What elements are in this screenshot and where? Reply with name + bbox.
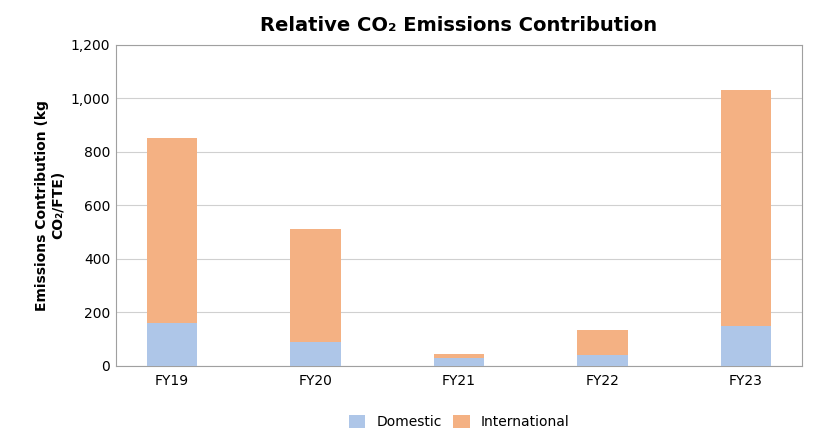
- Bar: [577, 330, 628, 355]
- Bar: [290, 229, 341, 342]
- Bar: [577, 355, 628, 366]
- Bar: [721, 90, 771, 326]
- Bar: [147, 138, 197, 323]
- Bar: [290, 342, 341, 366]
- Bar: [721, 326, 771, 366]
- Title: Relative CO₂ Emissions Contribution: Relative CO₂ Emissions Contribution: [261, 16, 657, 35]
- Bar: [434, 354, 484, 358]
- Y-axis label: Emissions Contribution (kg
CO₂/FTE): Emissions Contribution (kg CO₂/FTE): [35, 100, 65, 310]
- Legend: Domestic, International: Domestic, International: [349, 415, 569, 429]
- Bar: [434, 358, 484, 366]
- Bar: [147, 323, 197, 366]
